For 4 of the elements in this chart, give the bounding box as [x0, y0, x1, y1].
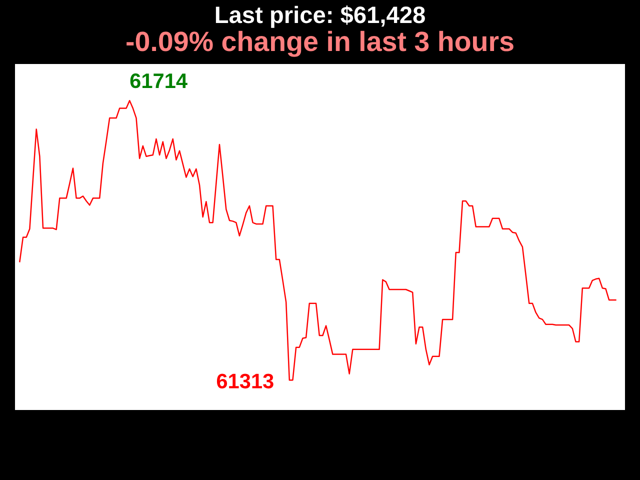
- chart-title: Last price: $61,428: [216, 5, 425, 28]
- data-label: 61714: [130, 73, 188, 88]
- chart-subtitle: -0.09% change in last 3 hours: [126, 30, 514, 57]
- data-label: 61313: [216, 374, 274, 388]
